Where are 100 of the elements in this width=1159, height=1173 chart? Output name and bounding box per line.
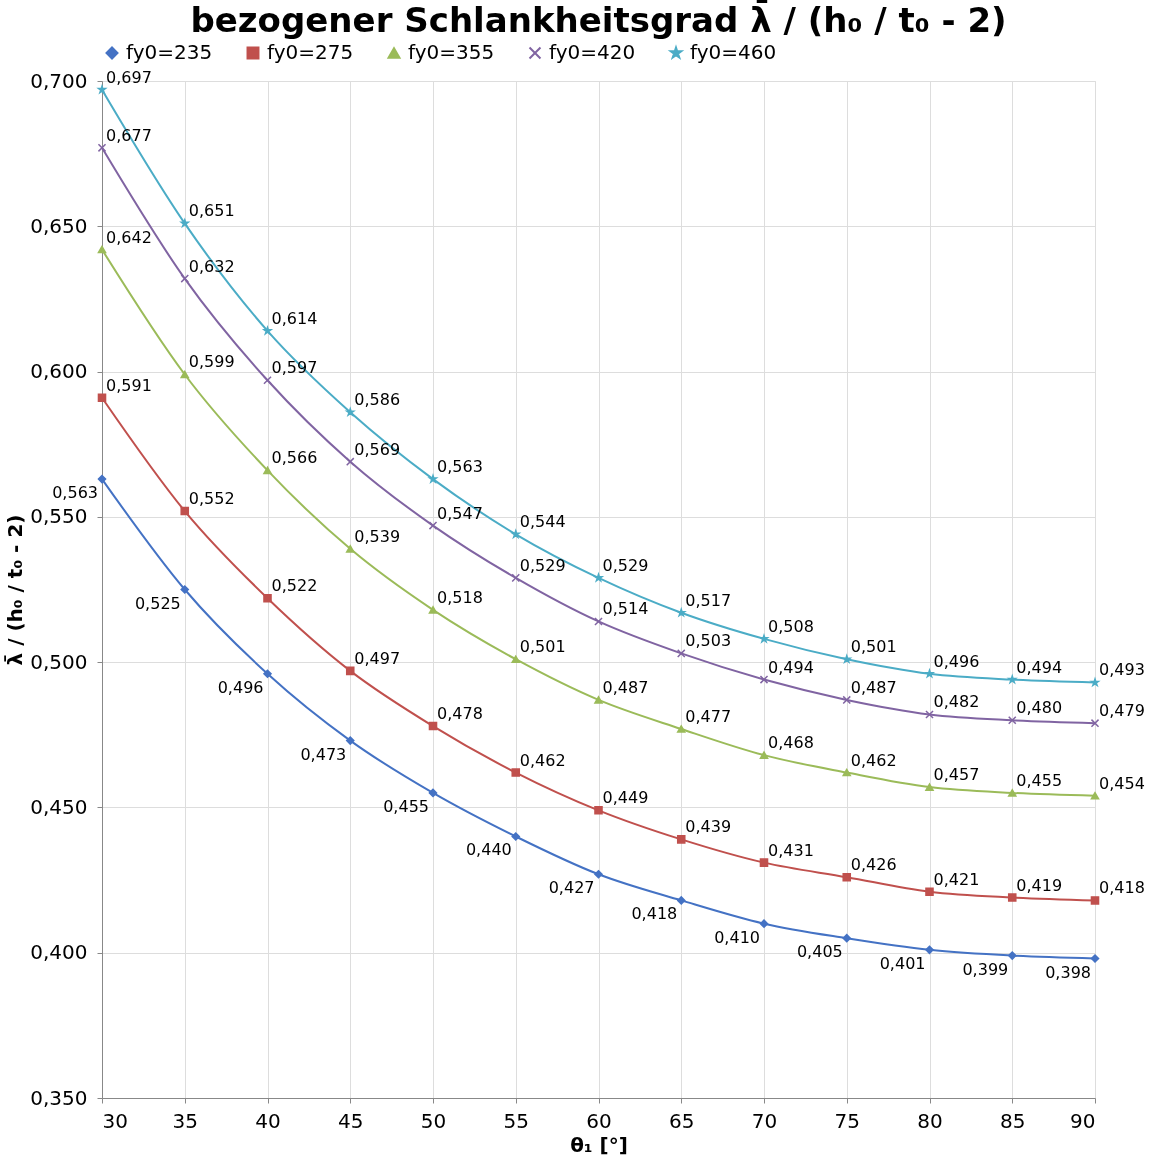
data-label: 0,501	[850, 637, 897, 657]
point	[428, 721, 438, 731]
y-tick-label: 0,550	[30, 504, 88, 529]
point	[263, 326, 272, 335]
point	[97, 143, 107, 153]
data-label: 0,496	[933, 651, 980, 671]
data-label: 0,525	[134, 593, 181, 613]
point	[1090, 791, 1100, 800]
y-tick-label: 0,700	[30, 68, 88, 93]
data-label: 0,566	[271, 448, 318, 468]
data-label: 0,418	[1099, 878, 1145, 898]
point	[428, 606, 438, 614]
point	[511, 573, 521, 583]
y-tick-label: 0,450	[30, 794, 88, 819]
chart-title: bezogener Schlankheitsgrad λ̄ / (h₀ / t₀ - 2)	[190, 0, 1007, 40]
data-label: 0,473	[300, 744, 347, 764]
x-tick-label: 90	[1070, 1108, 1096, 1133]
data-label: 0,496	[217, 677, 264, 697]
data-label: 0,455	[1016, 770, 1063, 790]
point	[842, 695, 852, 705]
point	[97, 393, 107, 403]
y-tick-label: 0,400	[30, 940, 88, 965]
point	[594, 806, 603, 815]
point	[180, 506, 190, 516]
point	[925, 669, 934, 678]
point	[428, 521, 438, 530]
point	[842, 768, 852, 777]
data-label: 0,697	[106, 67, 152, 87]
point	[676, 649, 686, 658]
x-tick-label: 60	[586, 1108, 612, 1133]
point	[511, 832, 521, 841]
data-label: 0,539	[354, 526, 401, 546]
data-label: 0,477	[685, 706, 732, 726]
data-label: 0,399	[962, 959, 1009, 979]
point	[925, 887, 934, 896]
point	[759, 751, 769, 759]
point	[345, 457, 355, 466]
data-label: 0,497	[354, 648, 401, 668]
data-label: 0,398	[1045, 962, 1091, 982]
point	[594, 869, 603, 879]
data-label: 0,517	[685, 590, 732, 610]
data-label: 0,591	[106, 375, 152, 395]
data-label: 0,462	[850, 750, 897, 770]
point	[1090, 954, 1100, 963]
point	[842, 933, 852, 943]
data-label: 0,421	[933, 869, 980, 889]
point	[97, 245, 107, 254]
data-label: 0,552	[188, 489, 235, 509]
data-label: 0,522	[271, 576, 318, 596]
point	[925, 783, 934, 791]
point	[676, 725, 686, 733]
point	[925, 945, 934, 955]
point	[345, 736, 355, 745]
data-label: 0,614	[271, 308, 318, 328]
data-label: 0,518	[437, 587, 483, 607]
x-tick-label: 30	[102, 1108, 128, 1133]
data-label: 0,468	[768, 733, 814, 753]
data-label: 0,401	[879, 953, 926, 973]
point	[263, 376, 272, 385]
point	[180, 370, 190, 379]
data-label: 0,529	[519, 555, 566, 575]
point	[263, 466, 272, 475]
data-label: 0,431	[768, 840, 814, 860]
data-label: 0,478	[437, 704, 483, 724]
point	[925, 710, 934, 719]
data-label: 0,479	[1099, 701, 1145, 721]
x-tick-label: 40	[255, 1108, 281, 1133]
point	[511, 768, 521, 777]
data-label: 0,651	[188, 201, 235, 221]
point	[263, 593, 272, 603]
data-label: 0,544	[519, 512, 566, 532]
data-label: 0,503	[685, 631, 732, 651]
data-label: 0,501	[519, 637, 566, 657]
point	[594, 617, 603, 626]
data-label: 0,440	[465, 840, 512, 860]
y-tick-label: 0,600	[30, 359, 88, 384]
data-label: 0,480	[1016, 698, 1063, 718]
data-label: 0,493	[1099, 660, 1145, 680]
point	[594, 573, 603, 582]
point	[676, 896, 686, 905]
data-label: 0,563	[437, 457, 483, 477]
legend-label: fy0=235	[126, 40, 213, 64]
x-axis-title: θ₁ [°]	[570, 1132, 628, 1157]
x-tick-label: 75	[834, 1108, 860, 1133]
x-tick-label: 55	[503, 1108, 529, 1133]
x-tick-label: 85	[1000, 1108, 1026, 1133]
point	[428, 474, 438, 483]
data-label: 0,449	[602, 788, 649, 808]
data-label: 0,457	[933, 765, 980, 785]
point	[345, 545, 355, 553]
data-label: 0,494	[768, 657, 814, 677]
point	[428, 788, 438, 798]
legend-label: fy0=420	[549, 40, 636, 64]
point	[263, 669, 272, 679]
point	[759, 919, 769, 928]
data-label: 0,455	[383, 796, 429, 816]
point	[97, 474, 107, 484]
x-tick-label: 35	[172, 1108, 198, 1133]
point	[842, 872, 852, 882]
legend-label: fy0=460	[690, 40, 777, 64]
